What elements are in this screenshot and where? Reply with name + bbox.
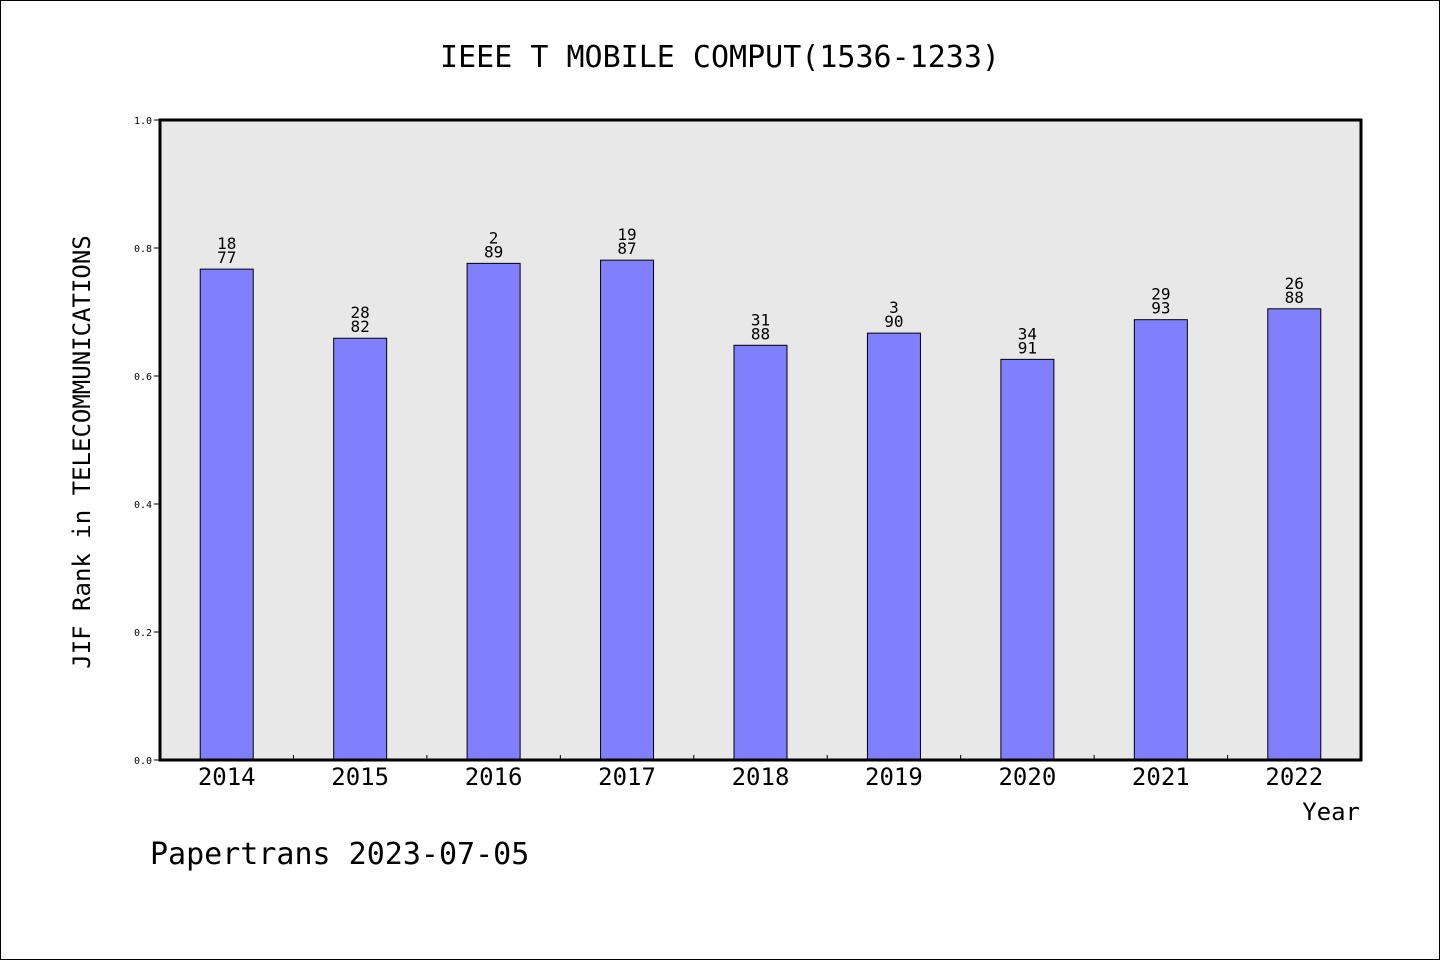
y-tick-label: 0.2 <box>134 628 152 639</box>
bar-label-top: 19 <box>617 225 636 244</box>
x-tick-label: 2022 <box>1265 763 1323 791</box>
bar <box>1000 358 1055 761</box>
x-tick-label: 2018 <box>732 763 790 791</box>
bar-label-bottom: 91 <box>1018 338 1037 357</box>
bar-label-bottom: 93 <box>1151 299 1170 318</box>
x-tick-label: 2019 <box>865 763 923 791</box>
bar <box>733 344 788 761</box>
bar-label-bottom: 90 <box>884 312 903 331</box>
y-ticks-group: 0.0 0.2 0.4 0.6 0.8 1.0 <box>134 116 160 767</box>
bar-label-top: 2 <box>489 228 499 247</box>
y-tick-label: 0.4 <box>134 500 152 511</box>
bar-label-top: 34 <box>1018 324 1037 343</box>
footer-note: Papertrans 2023-07-05 <box>150 837 529 872</box>
y-tick-label: 1.0 <box>134 116 152 127</box>
y-axis-label: JIF Rank in TELECOMMUNICATIONS <box>68 235 96 668</box>
bar-label-bottom: 88 <box>1285 288 1304 307</box>
bar-label-bottom: 77 <box>217 248 236 267</box>
bar-label-bottom: 87 <box>617 239 636 258</box>
bar-label-bottom: 88 <box>751 324 770 343</box>
x-tick-label: 2021 <box>1132 763 1190 791</box>
chart-title: IEEE T MOBILE COMPUT(1536-1233) <box>440 40 1000 75</box>
x-tick-label: 2014 <box>198 763 256 791</box>
x-tick-label: 2017 <box>598 763 656 791</box>
x-axis-label: Year <box>1302 798 1360 826</box>
y-tick-label: 0.0 <box>134 756 152 767</box>
bar-label-top: 29 <box>1151 285 1170 304</box>
bar <box>199 268 254 761</box>
x-ticks-group: 2014 2015 2016 2017 2018 2019 2020 2021 2022 <box>198 755 1323 791</box>
bar <box>866 332 921 761</box>
bar-label-top: 28 <box>351 303 370 322</box>
x-tick-label: 2016 <box>465 763 523 791</box>
plot-border <box>158 118 1363 762</box>
bar <box>1133 319 1188 761</box>
bar-label-top: 18 <box>217 234 236 253</box>
y-tick-label: 0.8 <box>134 244 152 255</box>
bar <box>466 262 521 761</box>
x-tick-label: 2020 <box>998 763 1056 791</box>
bar <box>1267 308 1322 761</box>
bar-label-top: 26 <box>1285 274 1304 293</box>
y-tick-label: 0.6 <box>134 372 152 383</box>
bar-label-top: 31 <box>751 310 770 329</box>
bar <box>600 259 655 761</box>
bar <box>333 337 388 761</box>
bar-label-bottom: 82 <box>351 317 370 336</box>
bar-label-top: 3 <box>889 298 899 317</box>
x-tick-label: 2015 <box>331 763 389 791</box>
bar-label-bottom: 89 <box>484 242 503 261</box>
